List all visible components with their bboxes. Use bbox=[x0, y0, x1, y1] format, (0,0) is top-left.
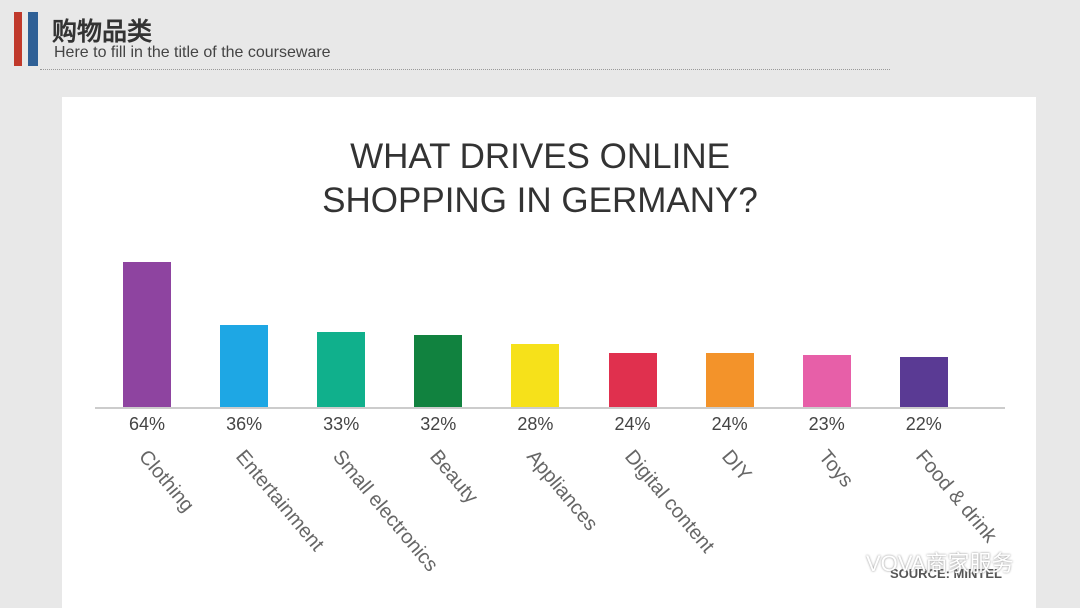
header-subtitle: Here to fill in the title of the coursew… bbox=[54, 44, 331, 61]
value-label: 24% bbox=[614, 414, 651, 434]
watermark: VOVA商家服务 bbox=[866, 551, 1014, 576]
value-label: 32% bbox=[420, 414, 457, 434]
bar bbox=[123, 262, 171, 407]
header-mark bbox=[28, 12, 38, 66]
value-label: 23% bbox=[808, 414, 845, 434]
value-label: 64% bbox=[128, 414, 166, 434]
bar bbox=[802, 354, 851, 407]
bar bbox=[705, 352, 754, 407]
value-label: 24% bbox=[711, 414, 748, 434]
chart-title: WHAT DRIVES ONLINE SHOPPING IN GERMANY? bbox=[322, 137, 758, 220]
divider bbox=[40, 69, 890, 70]
source: SOURCE: MINTEL bbox=[890, 566, 1002, 581]
bar bbox=[220, 325, 269, 407]
header-mark bbox=[14, 12, 22, 66]
value-label: 28% bbox=[517, 414, 554, 434]
bar bbox=[414, 334, 463, 407]
bar bbox=[317, 332, 366, 407]
value-label: 22% bbox=[905, 414, 942, 434]
bar bbox=[608, 352, 657, 407]
value-label: 33% bbox=[323, 414, 360, 434]
bar bbox=[899, 357, 948, 407]
value-label: 36% bbox=[226, 414, 263, 434]
watermark-icon bbox=[822, 545, 860, 575]
bar bbox=[511, 343, 560, 407]
baseline bbox=[95, 407, 1005, 409]
header-title: 购物品类 bbox=[52, 18, 153, 46]
